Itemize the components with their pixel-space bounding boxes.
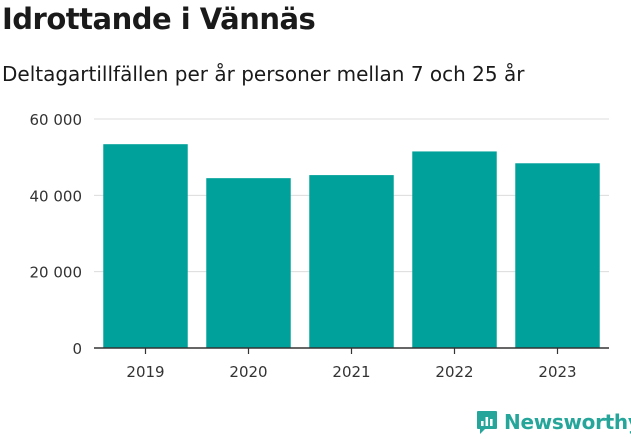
x-tick-label: 2021 bbox=[332, 363, 370, 381]
bar-2019 bbox=[103, 144, 188, 348]
bar-2020 bbox=[206, 178, 291, 348]
bar-2021 bbox=[309, 175, 394, 348]
bar-chart-logo-icon bbox=[477, 411, 497, 434]
y-tick-label: 40 000 bbox=[30, 187, 83, 205]
bar-2022 bbox=[412, 151, 497, 348]
chart-title: Idrottande i Vännäs bbox=[2, 2, 316, 36]
x-tick-label: 2022 bbox=[435, 363, 473, 381]
chart-subtitle: Deltagartillfällen per år personer mella… bbox=[2, 62, 525, 86]
y-tick-label: 20 000 bbox=[30, 264, 83, 282]
y-tick-label: 0 bbox=[72, 340, 82, 358]
bar-2023 bbox=[515, 163, 600, 348]
newsworthy-logo: Newsworthy bbox=[476, 408, 631, 436]
x-tick-label: 2019 bbox=[126, 363, 164, 381]
y-tick-label: 60 000 bbox=[30, 111, 83, 129]
x-tick-label: 2020 bbox=[229, 363, 267, 381]
x-tick-label: 2023 bbox=[538, 363, 576, 381]
brand-name: Newsworthy bbox=[504, 410, 631, 434]
